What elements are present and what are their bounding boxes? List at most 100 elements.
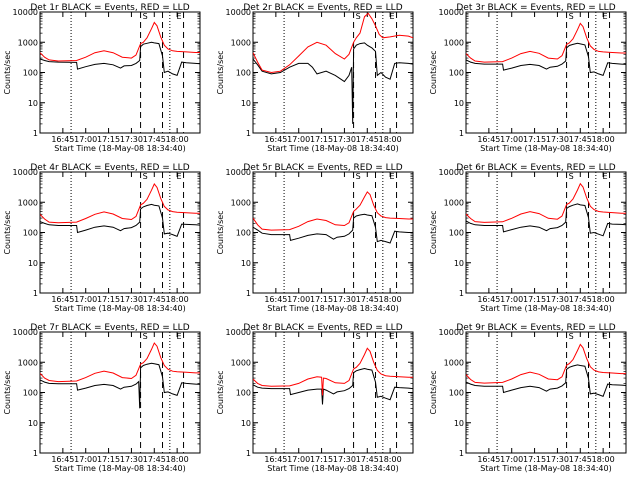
series-line-lld [40, 21, 200, 62]
x-tick-label: 16:45 [477, 135, 500, 144]
series-line-events [40, 362, 200, 409]
x-axis-title: Start Time (18-May-08 18:34:40) [54, 304, 185, 313]
detector-panel-9: Det 9r BLACK = Events, RED = LLD 1 10 100 10… [429, 323, 627, 473]
detector-panel-6: Det 6r BLACK = Events, RED = LLD 1 10 100 10… [429, 163, 627, 313]
plot-frame [465, 171, 627, 294]
plot-frame [252, 11, 414, 134]
series-line-lld [253, 12, 413, 74]
x-tick-label: 18:00 [166, 295, 189, 304]
panel-title: Det 2r BLACK = Events, RED = LLD [243, 3, 402, 13]
y-tick-label: 10 [454, 259, 464, 268]
y-tick-label: 10000 [226, 168, 251, 177]
series-line-events [466, 42, 626, 77]
y-tick-label: 100 [449, 229, 464, 238]
x-tick-label: 16:45 [51, 135, 74, 144]
x-tick-label: 16:45 [264, 135, 287, 144]
x-tick-label: 17:45 [143, 135, 166, 144]
y-tick-label: 1 [33, 129, 38, 138]
interval-marker-e: E [176, 332, 181, 341]
series-line-events [253, 213, 413, 244]
interval-marker-s: S [569, 332, 574, 341]
x-tick-label: 16:45 [51, 455, 74, 464]
x-tick-label: 17:00 [500, 295, 523, 304]
y-tick-label: 10 [241, 419, 251, 428]
y-axis-title: Counts/sec [216, 50, 225, 94]
y-tick-label: 1 [246, 129, 251, 138]
x-tick-label: 16:45 [264, 455, 287, 464]
interval-marker-s: S [143, 12, 148, 21]
y-axis-title: Counts/sec [216, 210, 225, 254]
y-axis-title: Counts/sec [216, 370, 225, 414]
plot-frame [39, 11, 201, 134]
x-tick-label: 17:45 [143, 295, 166, 304]
plot-frame [252, 171, 414, 294]
x-tick-label: 17:30 [333, 295, 356, 304]
x-tick-label: 17:15 [97, 455, 120, 464]
x-tick-label: 17:45 [356, 455, 379, 464]
x-tick-label: 17:45 [569, 135, 592, 144]
x-tick-label: 17:00 [287, 135, 310, 144]
y-tick-label: 1 [246, 289, 251, 298]
interval-marker-s: S [356, 172, 361, 181]
x-tick-label: 18:00 [379, 455, 402, 464]
x-tick-label: 17:15 [523, 455, 546, 464]
x-axis-title: Start Time (18-May-08 18:34:40) [54, 464, 185, 473]
x-tick-label: 17:15 [523, 135, 546, 144]
y-tick-label: 1000 [231, 198, 251, 207]
x-tick-label: 16:45 [264, 295, 287, 304]
plot-frame [252, 331, 414, 454]
y-tick-label: 1 [459, 129, 464, 138]
y-tick-label: 1 [459, 449, 464, 458]
y-axis-title: Counts/sec [3, 370, 12, 414]
x-tick-label: 17:15 [97, 295, 120, 304]
panel-title: Det 5r BLACK = Events, RED = LLD [243, 163, 402, 173]
y-tick-label: 10 [241, 259, 251, 268]
y-tick-label: 10 [28, 259, 38, 268]
y-tick-label: 1 [33, 289, 38, 298]
detector-panel-5: Det 5r BLACK = Events, RED = LLD 1 10 100 10… [216, 163, 414, 313]
x-tick-label: 17:15 [310, 295, 333, 304]
detector-panel-8: Det 8r BLACK = Events, RED = LLD 1 10 100 10… [216, 323, 414, 473]
x-tick-label: 17:45 [356, 135, 379, 144]
y-tick-label: 1000 [231, 38, 251, 47]
interval-marker-e: E [389, 12, 394, 21]
x-tick-label: 17:30 [120, 295, 143, 304]
series-line-lld [466, 182, 626, 223]
interval-marker-e: E [602, 332, 607, 341]
y-tick-label: 10000 [439, 168, 464, 177]
interval-marker-e: E [389, 172, 394, 181]
panel-title: Det 8r BLACK = Events, RED = LLD [243, 323, 402, 333]
panel-title: Det 4r BLACK = Events, RED = LLD [30, 163, 189, 173]
y-tick-label: 100 [23, 389, 38, 398]
x-tick-label: 16:45 [477, 455, 500, 464]
series-line-events [466, 364, 626, 397]
x-tick-label: 17:00 [287, 455, 310, 464]
y-tick-label: 1000 [18, 198, 38, 207]
y-tick-label: 100 [236, 69, 251, 78]
x-axis-title: Start Time (18-May-08 18:34:40) [480, 304, 611, 313]
x-tick-label: 17:30 [546, 135, 569, 144]
y-tick-label: 10 [28, 419, 38, 428]
plot-frame [39, 171, 201, 294]
x-tick-label: 17:00 [74, 455, 97, 464]
x-tick-label: 17:45 [143, 455, 166, 464]
x-axis-title: Start Time (18-May-08 18:34:40) [480, 144, 611, 153]
interval-marker-s: S [356, 332, 361, 341]
x-tick-label: 18:00 [592, 295, 615, 304]
panel-title: Det 7r BLACK = Events, RED = LLD [30, 323, 189, 333]
detector-panel-3: Det 3r BLACK = Events, RED = LLD 1 10 100 10… [429, 3, 627, 153]
y-tick-label: 10000 [13, 168, 38, 177]
interval-marker-e: E [176, 172, 181, 181]
detector-panel-7: Det 7r BLACK = Events, RED = LLD 1 10 100 10… [3, 323, 201, 473]
series-line-events [466, 203, 626, 237]
panel-title: Det 3r BLACK = Events, RED = LLD [456, 3, 615, 13]
y-tick-label: 1000 [231, 358, 251, 367]
y-axis-title: Counts/sec [429, 50, 438, 94]
interval-marker-s: S [356, 12, 361, 21]
x-tick-label: 17:00 [500, 135, 523, 144]
plot-frame [465, 11, 627, 134]
x-tick-label: 18:00 [379, 295, 402, 304]
interval-marker-e: E [602, 172, 607, 181]
y-tick-label: 10 [28, 99, 38, 108]
x-tick-label: 17:30 [333, 135, 356, 144]
